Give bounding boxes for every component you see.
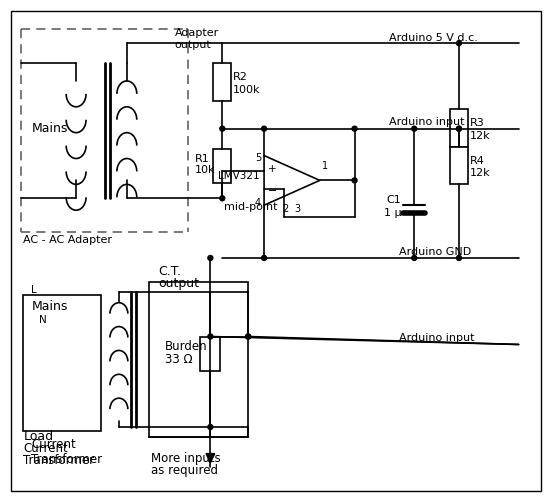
Text: 33 Ω: 33 Ω (164, 353, 192, 366)
Text: Mains: Mains (31, 122, 68, 135)
Text: Load: Load (23, 430, 54, 444)
Bar (450, 109, 468, 146)
Text: as required: as required (151, 464, 217, 477)
Text: Mains: Mains (31, 300, 68, 313)
Bar (148, 282, 248, 437)
Text: Arduino 5 V d.c.: Arduino 5 V d.c. (389, 33, 478, 43)
Text: Burden: Burden (164, 340, 207, 353)
Text: output: output (174, 40, 211, 50)
Circle shape (352, 178, 357, 183)
Circle shape (457, 126, 461, 131)
Text: 5: 5 (255, 152, 261, 162)
Text: R2: R2 (233, 72, 248, 82)
Circle shape (220, 126, 225, 131)
Text: L: L (31, 285, 37, 295)
Text: 2: 2 (282, 204, 288, 214)
Circle shape (246, 334, 251, 339)
Text: More inputs: More inputs (151, 452, 220, 466)
Circle shape (457, 256, 461, 260)
Text: AC - AC Adapter: AC - AC Adapter (23, 235, 113, 245)
Circle shape (457, 126, 461, 131)
Text: 3: 3 (294, 204, 300, 214)
Text: Arduino GND: Arduino GND (399, 247, 471, 257)
Text: 100k: 100k (233, 85, 261, 95)
Text: 4: 4 (255, 198, 261, 208)
Text: 1 μ: 1 μ (384, 208, 401, 218)
Bar (450, 146, 468, 184)
Text: Arduino input: Arduino input (389, 116, 465, 126)
Bar (214, 148, 231, 184)
Text: output: output (158, 278, 200, 290)
Circle shape (208, 256, 213, 260)
Text: R1: R1 (194, 154, 209, 164)
Text: 1: 1 (322, 162, 328, 172)
Text: 10k: 10k (194, 166, 215, 175)
Circle shape (246, 334, 251, 339)
Circle shape (262, 126, 267, 131)
Circle shape (412, 256, 417, 260)
Text: Current: Current (23, 442, 68, 456)
Circle shape (262, 256, 267, 260)
Text: −: − (268, 186, 278, 196)
Circle shape (208, 334, 213, 339)
Text: 12k: 12k (470, 168, 491, 178)
Bar (23, 294, 101, 431)
Circle shape (352, 126, 357, 131)
Text: Adapter: Adapter (174, 28, 219, 38)
Text: R4: R4 (470, 156, 485, 166)
Bar (200, 336, 220, 372)
Text: C1: C1 (386, 196, 401, 205)
Bar (214, 63, 231, 101)
Text: 12k: 12k (470, 130, 491, 140)
Text: Transformer: Transformer (23, 454, 94, 468)
Text: +: + (268, 164, 277, 174)
Text: mid-point: mid-point (224, 202, 278, 212)
Text: LMV321: LMV321 (219, 172, 260, 181)
Text: N: N (39, 314, 47, 324)
Circle shape (208, 424, 213, 430)
Circle shape (220, 196, 225, 201)
Circle shape (412, 126, 417, 131)
Text: R3: R3 (470, 118, 485, 128)
Text: C.T.: C.T. (158, 266, 182, 278)
Circle shape (457, 40, 461, 46)
Text: Current
Transformer: Current Transformer (31, 438, 103, 466)
Text: Arduino input: Arduino input (399, 332, 475, 342)
